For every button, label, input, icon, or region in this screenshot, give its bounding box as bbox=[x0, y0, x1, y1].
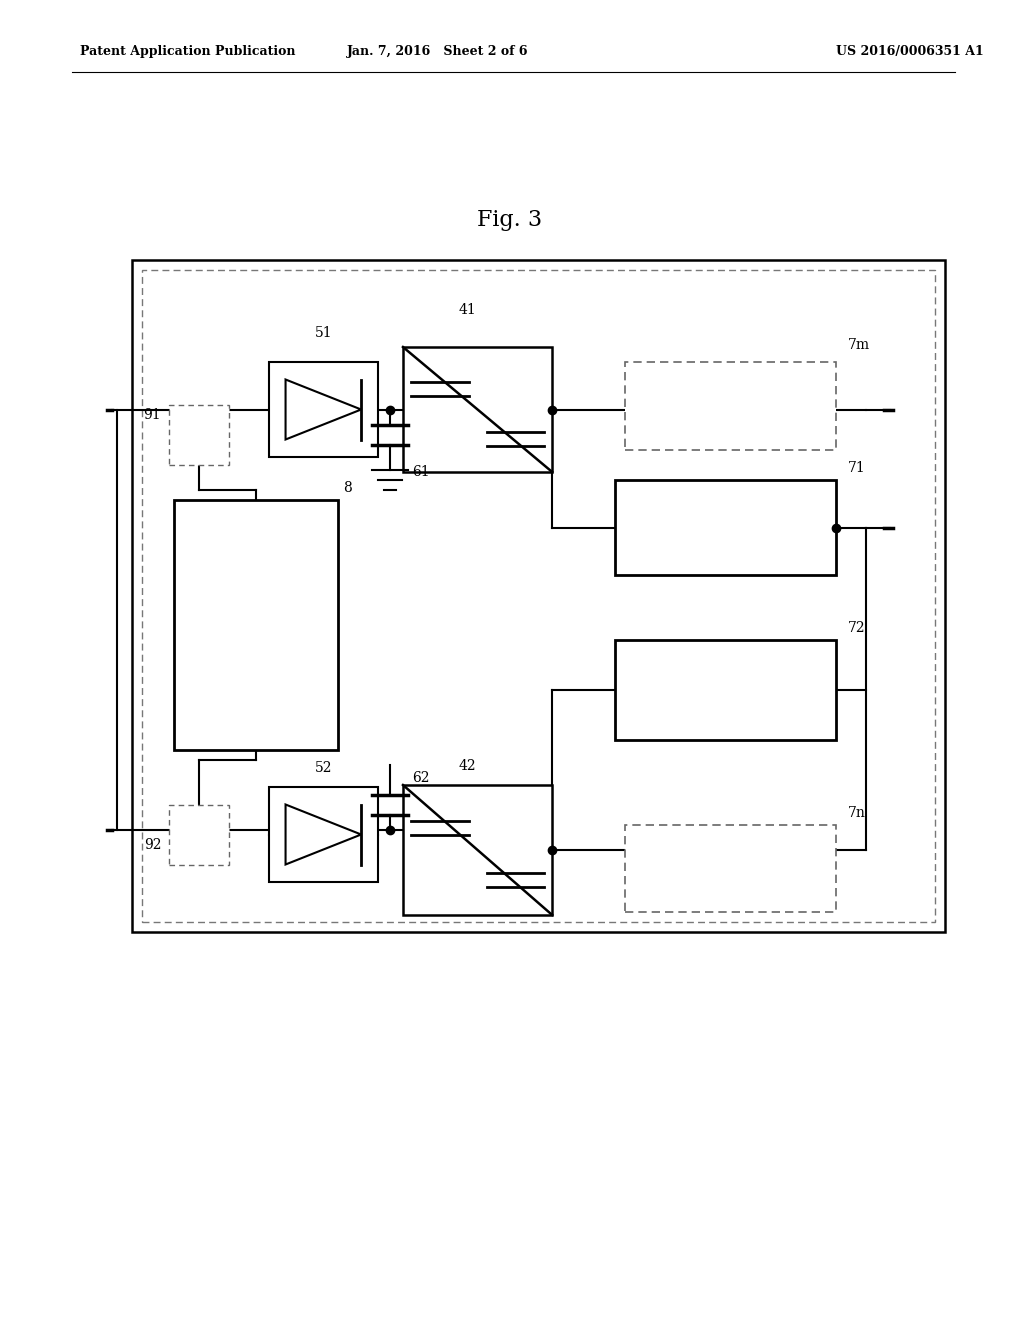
Bar bbox=[132, 260, 945, 932]
Text: 51: 51 bbox=[314, 326, 332, 341]
Text: 92: 92 bbox=[143, 838, 161, 851]
Text: US 2016/0006351 A1: US 2016/0006351 A1 bbox=[836, 45, 983, 58]
Bar bbox=[403, 347, 552, 473]
Bar bbox=[169, 405, 228, 465]
Text: 8: 8 bbox=[343, 480, 352, 495]
Bar bbox=[614, 640, 836, 741]
Text: 7n: 7n bbox=[848, 807, 865, 820]
Text: 7m: 7m bbox=[848, 338, 869, 352]
Bar bbox=[268, 787, 378, 882]
Text: Jan. 7, 2016   Sheet 2 of 6: Jan. 7, 2016 Sheet 2 of 6 bbox=[347, 45, 528, 58]
Text: Patent Application Publication: Patent Application Publication bbox=[80, 45, 295, 58]
Text: 52: 52 bbox=[314, 762, 332, 775]
Text: 41: 41 bbox=[459, 304, 476, 317]
Bar bbox=[625, 362, 836, 450]
Bar bbox=[169, 805, 228, 865]
Text: 42: 42 bbox=[459, 759, 476, 774]
Text: 61: 61 bbox=[412, 465, 429, 479]
Text: 62: 62 bbox=[412, 771, 429, 785]
Bar bbox=[614, 480, 836, 576]
Text: 71: 71 bbox=[848, 461, 865, 475]
Bar bbox=[268, 362, 378, 457]
Text: 72: 72 bbox=[848, 620, 865, 635]
Text: 91: 91 bbox=[143, 408, 161, 422]
Bar bbox=[625, 825, 836, 912]
Bar bbox=[142, 271, 935, 921]
Text: Fig. 3: Fig. 3 bbox=[477, 209, 542, 231]
Bar bbox=[403, 785, 552, 915]
Bar bbox=[174, 500, 338, 750]
